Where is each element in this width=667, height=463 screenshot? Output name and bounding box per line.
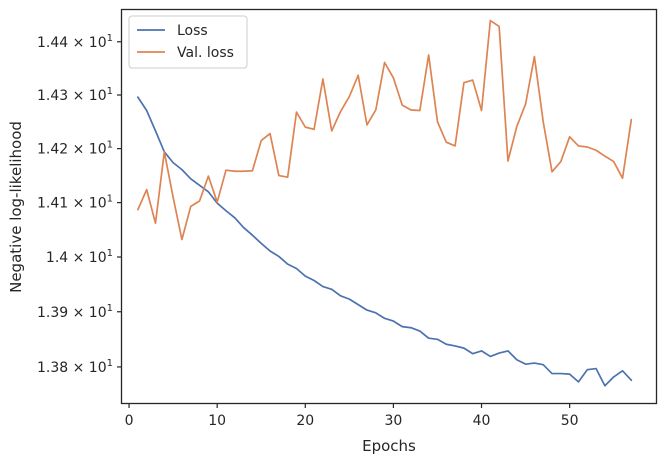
legend: Loss Val. loss (128, 15, 248, 69)
x-tick-label: 50 (561, 413, 579, 429)
y-axis-title: Negative log-likelihood (7, 121, 25, 293)
x-tick-label: 20 (296, 413, 314, 429)
legend-label: Loss (177, 23, 208, 39)
x-axis-title: Epochs (362, 437, 416, 455)
x-tick-label: 30 (384, 413, 402, 429)
y-tick-label: 1.42 × 101 (37, 140, 113, 158)
y-axis: 1.38 × 101 1.39 × 101 1.4 × 101 1.41 × 101 1… (37, 33, 122, 376)
series-line-val-loss (137, 19, 633, 241)
y-tick-label: 1.41 × 101 (37, 194, 113, 212)
axes-frame (120, 8, 658, 405)
y-tick-label: 1.43 × 101 (37, 86, 113, 104)
x-tick-label: 0 (125, 413, 134, 429)
y-tick-label: 1.39 × 101 (37, 303, 113, 321)
x-axis: 0 10 20 30 40 50 (125, 403, 579, 429)
x-tick-label: 10 (208, 413, 226, 429)
series-layer (137, 19, 633, 387)
y-tick-label: 1.4 × 101 (46, 248, 113, 266)
legend-label: Val. loss (177, 45, 234, 61)
y-tick-label: 1.44 × 101 (37, 33, 113, 51)
legend-box (128, 15, 248, 69)
x-tick-label: 40 (473, 413, 491, 429)
y-tick-label: 1.38 × 101 (37, 358, 113, 376)
series-line-loss (137, 96, 633, 387)
